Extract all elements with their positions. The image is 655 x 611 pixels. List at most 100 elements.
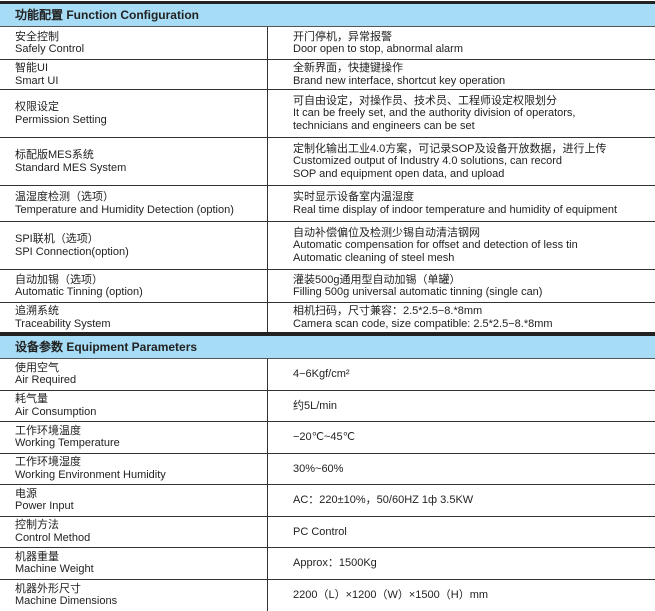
- table-row: 机器外形尺寸 Machine Dimensions 2200（L）×1200（W）×…: [0, 579, 655, 611]
- parameter-value: 4−6Kgf/cm²: [293, 368, 350, 380]
- feature-name-en: Temperature and Humidity Detection (opti…: [15, 203, 234, 216]
- parameter-name-cell: 工作环境湿度 Working Environment Humidity: [0, 453, 268, 484]
- feature-name-en: SPI Connection(option): [15, 245, 129, 258]
- parameter-value: 约5L/min: [293, 399, 338, 412]
- parameter-value-cell: −20℃~45℃: [268, 422, 655, 453]
- parameter-value-cell: 2200（L）×1200（W）×1500（H）mm: [268, 580, 655, 611]
- parameter-name-cell: 耗气量 Air Consumption: [0, 390, 268, 421]
- parameter-value: −20℃~45℃: [293, 431, 356, 443]
- feature-description-cell: 自动补偿偏位及检测少锡自动清洁钢网 Automatic compensation …: [268, 222, 655, 269]
- parameter-name-cell: 机器重量 Machine Weight: [0, 548, 268, 579]
- parameter-name-en: Control Method: [15, 531, 91, 544]
- feature-name-cell: 智能UI Smart UI: [0, 60, 268, 89]
- parameter-name-cell: 工作环境温度 Working Temperature: [0, 422, 268, 453]
- parameter-value-cell: 30%~60%: [268, 454, 655, 485]
- feature-description-line: 可自由设定，对操作员、技术员、工程师设定权限划分: [293, 94, 557, 107]
- feature-name-en: Traceability System: [15, 317, 111, 330]
- table-row: 智能UI Smart UI 全新界面，快捷键操作 Brand new interfac…: [0, 60, 655, 90]
- feature-description-line: 自动补偿偏位及检测少锡自动清洁钢网: [293, 226, 480, 239]
- feature-description-line: 定制化输出工业4.0方案，可记录SOP及设备开放数据，进行上传: [293, 142, 607, 155]
- parameter-name-cell: 机器外形尺寸 Machine Dimensions: [0, 579, 268, 611]
- feature-description-line: Filling 500g universal automatic tinning…: [293, 286, 543, 298]
- feature-name-zh: 权限设定: [15, 101, 59, 113]
- table-row: 耗气量 Air Consumption 约5L/min: [0, 390, 655, 422]
- feature-name-en: Automatic Tinning (option): [15, 286, 143, 298]
- table-row: SPI联机（选项） SPI Connection(option) 自动补偿偏位及检测…: [0, 222, 655, 270]
- feature-description-line: 开门停机，异常报警: [293, 30, 392, 43]
- parameter-name-zh: 工作环境湿度: [15, 456, 81, 469]
- table-row: 温湿度检测（选项） Temperature and Humidity Detect…: [0, 186, 655, 222]
- feature-description-line: Real time display of indoor temperature …: [293, 203, 618, 216]
- feature-description-cell: 实时显示设备室内温湿度 Real time display of indoor t…: [268, 186, 655, 221]
- parameter-name-zh: 使用空气: [15, 361, 59, 374]
- parameter-value: Approx：1500Kg: [293, 557, 377, 569]
- table-row: 工作环境湿度 Working Environment Humidity 30%~60…: [0, 453, 655, 485]
- parameter-name-zh: 机器重量: [15, 550, 59, 563]
- table-row: 标配版MES系统 Standard MES System 定制化输出工业4.0方案，…: [0, 138, 655, 186]
- parameter-value-cell: Approx：1500Kg: [268, 548, 655, 579]
- parameter-value-cell: PC Control: [268, 517, 655, 548]
- table-row: 机器重量 Machine Weight Approx：1500Kg: [0, 548, 655, 580]
- parameter-value: AC：220±10%，50/60HZ 1ф 3.5KW: [293, 494, 474, 506]
- feature-name-zh: 智能UI: [15, 62, 48, 74]
- feature-description-cell: 全新界面，快捷键操作 Brand new interface, shortcut …: [268, 60, 655, 89]
- table-row: 追溯系统 Traceability System 相机扫码，尺寸兼容：2.5*2.5…: [0, 303, 655, 335]
- equipment-parameters-table: 设备参数 Equipment Parameters 使用空气 Air Requir…: [0, 333, 655, 611]
- feature-name-cell: 权限设定 Permission Setting: [0, 90, 268, 137]
- feature-description-cell: 相机扫码，尺寸兼容：2.5*2.5−8.*8mm Camera scan code…: [268, 303, 655, 332]
- section-title: 设备参数 Equipment Parameters: [0, 333, 655, 359]
- feature-name-cell: 标配版MES系统 Standard MES System: [0, 138, 268, 185]
- parameter-name-zh: 控制方法: [15, 519, 59, 532]
- parameter-name-en: Working Temperature: [15, 437, 120, 450]
- parameter-name-en: Power Input: [15, 500, 74, 513]
- feature-name-zh: 自动加锡（选项）: [15, 273, 103, 286]
- table-row: 使用空气 Air Required 4−6Kgf/cm²: [0, 359, 655, 391]
- parameter-name-en: Air Required: [15, 374, 77, 387]
- feature-description-line: 相机扫码，尺寸兼容：2.5*2.5−8.*8mm: [293, 305, 483, 317]
- feature-name-cell: SPI联机（选项） SPI Connection(option): [0, 222, 268, 269]
- parameter-value-cell: AC：220±10%，50/60HZ 1ф 3.5KW: [268, 485, 655, 516]
- parameter-name-cell: 控制方法 Control Method: [0, 516, 268, 547]
- parameter-name-cell: 电源 Power Input: [0, 485, 268, 516]
- parameter-value: PC Control: [293, 525, 347, 538]
- feature-name-zh: 追溯系统: [15, 305, 59, 317]
- table-row: 自动加锡（选项） Automatic Tinning (option) 灌装500g…: [0, 270, 655, 303]
- feature-name-en: Standard MES System: [15, 161, 127, 174]
- parameter-name-en: Machine Weight: [15, 563, 94, 576]
- table-row: 控制方法 Control Method PC Control: [0, 516, 655, 548]
- parameter-name-zh: 电源: [15, 487, 37, 500]
- function-configuration-table: 功能配置 Function Configuration 安全控制 Safely C…: [0, 1, 655, 335]
- feature-description-cell: 定制化输出工业4.0方案，可记录SOP及设备开放数据，进行上传 Customize…: [268, 138, 655, 185]
- feature-name-en: Safely Control: [15, 43, 85, 55]
- feature-description-line: Automatic cleaning of steel mesh: [293, 251, 455, 264]
- feature-description-cell: 可自由设定，对操作员、技术员、工程师设定权限划分 It can be freely…: [268, 90, 655, 137]
- feature-description-line: Automatic compensation for offset and de…: [293, 239, 578, 252]
- parameter-value-cell: 4−6Kgf/cm²: [268, 359, 655, 390]
- parameter-value: 2200（L）×1200（W）×1500（H）mm: [293, 589, 489, 601]
- table-row: 安全控制 Safely Control 开门停机，异常报警 Door open to …: [0, 27, 655, 60]
- feature-name-cell: 安全控制 Safely Control: [0, 27, 268, 59]
- parameter-name-cell: 使用空气 Air Required: [0, 359, 268, 390]
- feature-name-zh: 安全控制: [15, 30, 59, 43]
- feature-name-zh: 标配版MES系统: [15, 149, 94, 161]
- feature-description-line: 实时显示设备室内温湿度: [293, 191, 414, 203]
- feature-description-line: It can be freely set, and the authority …: [293, 107, 576, 120]
- feature-description-line: Customized output of Industry 4.0 soluti…: [293, 155, 563, 168]
- parameter-value: 30%~60%: [293, 462, 344, 475]
- feature-name-en: Permission Setting: [15, 113, 107, 126]
- feature-description-line: Camera scan code, size compatible: 2.5*2…: [293, 317, 553, 330]
- feature-description-line: Brand new interface, shortcut key operat…: [293, 74, 506, 87]
- parameter-name-en: Air Consumption: [15, 405, 97, 418]
- parameter-name-en: Machine Dimensions: [15, 595, 118, 608]
- feature-name-zh: 温湿度检测（选项）: [15, 191, 114, 203]
- feature-description-line: technicians and engineers can be set: [293, 119, 475, 132]
- feature-name-cell: 自动加锡（选项） Automatic Tinning (option): [0, 270, 268, 302]
- parameter-value-cell: 约5L/min: [268, 391, 655, 422]
- table-row: 电源 Power Input AC：220±10%，50/60HZ 1ф 3.5KW: [0, 485, 655, 517]
- parameter-name-zh: 机器外形尺寸: [15, 582, 81, 595]
- feature-name-cell: 追溯系统 Traceability System: [0, 303, 268, 332]
- feature-name-cell: 温湿度检测（选项） Temperature and Humidity Detect…: [0, 186, 268, 221]
- feature-description-line: 全新界面，快捷键操作: [293, 62, 403, 74]
- feature-description-line: Door open to stop, abnormal alarm: [293, 43, 463, 55]
- parameter-name-zh: 耗气量: [15, 393, 48, 406]
